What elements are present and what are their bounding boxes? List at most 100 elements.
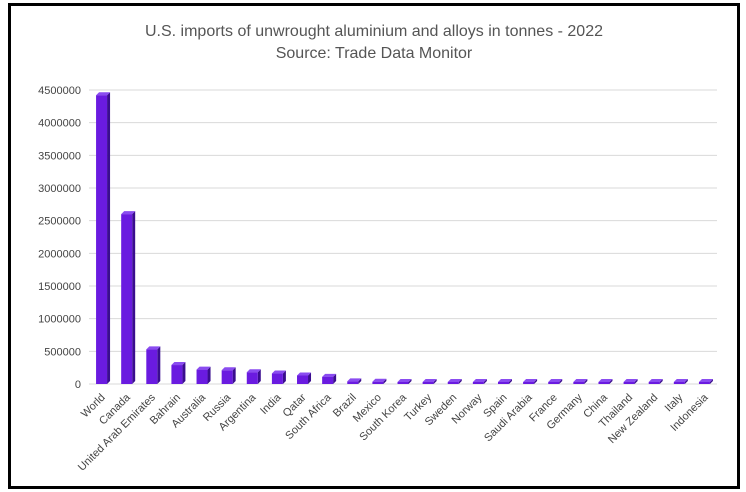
bar — [447, 379, 462, 384]
x-category-label: India — [258, 391, 284, 417]
bar-side — [709, 379, 713, 384]
bar-side — [207, 366, 211, 384]
bar-front — [472, 382, 484, 384]
bar — [648, 379, 663, 384]
bar-front — [497, 382, 509, 384]
bar — [146, 346, 161, 384]
bar-top — [196, 366, 211, 370]
bar — [322, 373, 337, 384]
bar-front — [422, 382, 434, 384]
bar-front — [372, 381, 384, 384]
bar-front — [648, 382, 660, 384]
bar-top — [347, 378, 362, 382]
bar — [497, 379, 512, 384]
bar-front — [623, 382, 635, 384]
bar — [673, 379, 688, 384]
bar — [372, 378, 387, 384]
bar-top — [146, 346, 161, 350]
bar-top — [523, 379, 538, 382]
bar-top — [171, 362, 186, 366]
y-tick-label: 500000 — [44, 346, 81, 358]
bar — [573, 379, 588, 384]
bar-side — [659, 379, 663, 384]
bar-front — [673, 382, 685, 384]
bar — [171, 362, 186, 384]
y-tick-label: 3000000 — [38, 183, 81, 195]
bar-front — [196, 369, 208, 384]
bar-front — [121, 214, 133, 384]
y-tick-label: 2000000 — [38, 248, 81, 260]
bar — [422, 379, 437, 384]
bar-top — [472, 379, 487, 382]
bar-front — [573, 382, 585, 384]
bar-front — [548, 382, 560, 384]
chart-title: U.S. imports of unwrought aluminium and … — [145, 23, 603, 40]
bar-front — [246, 372, 258, 384]
bar-front — [598, 382, 610, 384]
bar-top — [422, 379, 437, 382]
bar-front — [698, 382, 710, 384]
bar-front — [322, 376, 334, 384]
bar — [548, 379, 563, 384]
bar-side — [132, 211, 136, 384]
bar-front — [96, 95, 108, 384]
y-tick-label: 4000000 — [38, 118, 81, 130]
bar-side — [559, 379, 563, 384]
bar — [347, 378, 362, 384]
bars — [96, 92, 713, 384]
bar-top — [322, 373, 337, 377]
bar-front — [523, 382, 535, 384]
bar-top — [271, 370, 286, 374]
bar-top — [573, 379, 588, 382]
bar-front — [397, 382, 409, 384]
bar-side — [107, 92, 111, 384]
bar-front — [271, 373, 283, 384]
bar-side — [408, 379, 412, 384]
bar-top — [548, 379, 563, 382]
y-tick-label: 2500000 — [38, 216, 81, 228]
bar-side — [634, 379, 638, 384]
bar — [397, 379, 412, 384]
bar — [221, 367, 236, 384]
bar — [623, 379, 638, 384]
bar — [121, 211, 136, 384]
bar-top — [246, 369, 261, 373]
bar-side — [433, 379, 437, 384]
bar — [472, 379, 487, 384]
y-tick-label: 4500000 — [38, 85, 81, 97]
bar-front — [297, 375, 309, 384]
bar-side — [609, 379, 613, 384]
bar-front — [221, 370, 233, 384]
bar-side — [508, 379, 512, 384]
bar-side — [458, 379, 462, 384]
bar — [246, 369, 261, 384]
bar-top — [598, 379, 613, 382]
bar-front — [171, 365, 183, 384]
bar-top — [297, 372, 312, 376]
bar-side — [257, 369, 261, 384]
bar-top — [372, 378, 387, 382]
bar-top — [96, 92, 111, 96]
bar — [523, 379, 538, 384]
chart-frame: U.S. imports of unwrought aluminium and … — [8, 3, 740, 489]
y-axis-ticks: 0 500000 1000000 1500000 2000000 2500000 30000… — [38, 85, 81, 391]
bar-top — [447, 379, 462, 382]
bar-top — [221, 367, 236, 371]
bar — [698, 379, 713, 384]
bar-front — [347, 381, 359, 384]
bar-top — [648, 379, 663, 382]
bar-top — [673, 379, 688, 382]
bar-side — [282, 370, 286, 384]
chart-subtitle: Source: Trade Data Monitor — [276, 45, 473, 62]
bar-front — [146, 349, 158, 384]
bar-side — [483, 379, 487, 384]
y-tick-label: 1000000 — [38, 314, 81, 326]
bar-chart: U.S. imports of unwrought aluminium and … — [38, 23, 717, 474]
bar-side — [182, 362, 186, 384]
bar-front — [447, 382, 459, 384]
bar — [297, 372, 312, 384]
bar — [271, 370, 286, 384]
bar-side — [157, 346, 161, 384]
bar-side — [232, 367, 236, 384]
bar-side — [584, 379, 588, 384]
